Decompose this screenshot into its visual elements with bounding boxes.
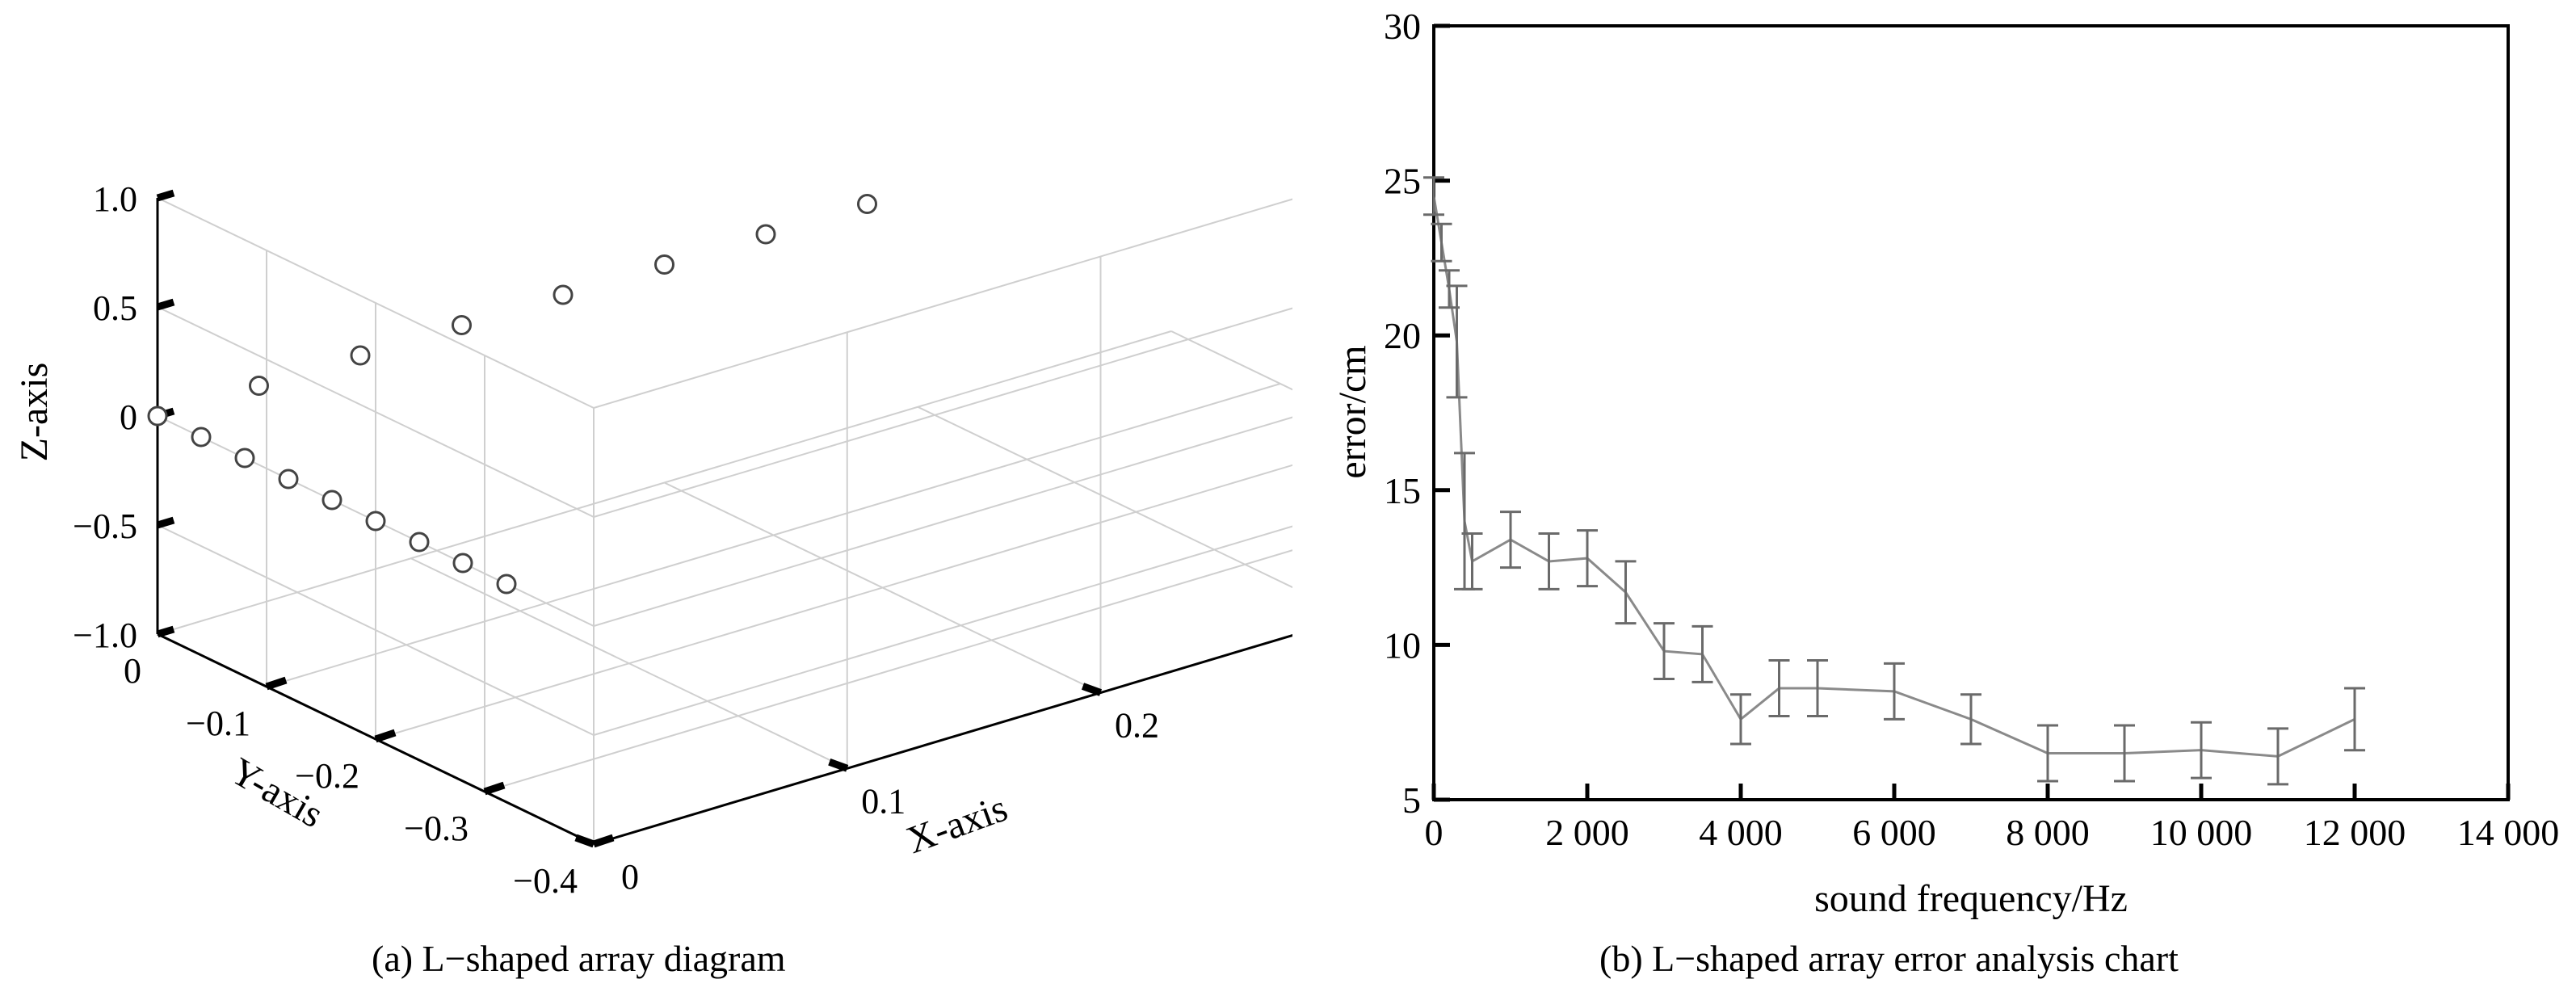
z-tick: [156, 189, 175, 202]
error-line-chart: 5 10 15 20 25 30 0 2 000 4 000 6 000 8 000 10 000 12…: [1331, 6, 2560, 920]
z-tick: [156, 516, 175, 529]
wall-grid-line: [593, 213, 1608, 518]
z-tick-label: 0: [120, 397, 137, 437]
array-point: [452, 315, 472, 335]
wall-grid-line: [593, 540, 1608, 845]
y-tick: [265, 676, 288, 691]
array-point: [755, 224, 776, 245]
array-point: [409, 532, 430, 553]
array-point: [321, 490, 342, 511]
array-point: [147, 406, 168, 427]
floor-grid-line: [1170, 330, 1608, 542]
x-tick: [828, 759, 849, 772]
x-tick-label: 0: [1425, 812, 1443, 853]
array-point: [278, 469, 299, 490]
x-tick-label: 4 000: [1699, 812, 1783, 853]
wall-grid-line: [593, 104, 1608, 409]
z-tick-label: −0.5: [73, 506, 137, 546]
x-axis-title: sound frequency/Hz: [1814, 877, 2128, 920]
y-axis-title: error/cm: [1331, 345, 1374, 478]
y-tick-label: 25: [1384, 161, 1421, 202]
array-3d-plot: −1.0 −0.5 0 0.5 1.0 0 −0.1 −0.2 −0.3 −0.4 0 0.1 0.2 0…: [13, 104, 1666, 901]
error-series-line: [1432, 195, 2355, 758]
array-point: [350, 345, 371, 366]
x-tick-label: 6 000: [1852, 812, 1936, 853]
array-point: [365, 511, 386, 532]
array-point: [452, 553, 473, 574]
x-tick-label: 0.1: [861, 781, 906, 821]
z-tick-label: 0.5: [93, 288, 137, 328]
z-tick-label: 1.0: [93, 179, 137, 219]
x-tick-label: 2 000: [1545, 812, 1629, 853]
caption-a: (a) L−shaped array diagram: [372, 938, 786, 979]
z-tick: [156, 298, 175, 311]
y-tick-label: 30: [1384, 6, 1421, 47]
array-point: [553, 284, 574, 305]
floor-grid-line: [484, 488, 1499, 792]
x-axis-title: X-axis: [901, 787, 1013, 863]
y-tick-label: −0.2: [295, 756, 359, 796]
floor-grid-line: [593, 540, 1608, 845]
wall-grid-line: [593, 322, 1608, 627]
y-tick: [483, 781, 506, 796]
z-tick: [156, 625, 175, 638]
floor-grid-line: [266, 383, 1281, 687]
wall-grid-line: [157, 197, 595, 409]
x-tick-label: 0: [621, 857, 639, 897]
array-point: [857, 194, 877, 214]
plot-frame: [1432, 24, 2510, 801]
y-tick-label: 5: [1402, 780, 1421, 821]
array-point: [654, 254, 674, 275]
x-axis-line: [593, 540, 1608, 846]
x-tick-label: 10 000: [2150, 812, 2253, 853]
z-tick-label: −1.0: [73, 616, 137, 655]
y-tick-label: −0.4: [513, 861, 578, 901]
array-point: [249, 376, 269, 396]
x-tick-label: 0.2: [1115, 706, 1159, 746]
y-tick-label: −0.3: [404, 809, 469, 848]
y-tick-label: 10: [1384, 624, 1421, 666]
panel-b-error-chart: 5 10 15 20 25 30 0 2 000 4 000 6 000 8 000 10 000 12…: [1292, 0, 2576, 996]
caption-b: (b) L−shaped array error analysis chart: [1599, 938, 2179, 979]
y-tick: [374, 729, 397, 743]
panel-a-3d-array-diagram: −1.0 −0.5 0 0.5 1.0 0 −0.1 −0.2 −0.3 −0.4 0 0.1 0.2 0…: [13, 104, 1666, 979]
x-tick-label: 14 000: [2457, 812, 2560, 853]
x-tick: [1081, 683, 1103, 696]
y-tick-label: 20: [1384, 315, 1421, 356]
floor-grid-line: [157, 330, 1172, 635]
array-point: [191, 427, 212, 448]
array-point: [496, 574, 517, 595]
z-axis-title: Z-axis: [13, 363, 56, 462]
array-point: [234, 448, 255, 469]
wall-grid-line: [157, 524, 595, 736]
y-tick-label: 15: [1384, 470, 1421, 511]
wall-grid-line: [593, 431, 1608, 736]
floor-grid-line: [375, 435, 1390, 740]
y-tick-label: −0.1: [186, 704, 250, 743]
x-tick-label: 8 000: [2006, 812, 2090, 853]
x-tick: [574, 834, 595, 848]
x-tick-label: 12 000: [2304, 812, 2406, 853]
wall-grid-line: [157, 306, 595, 518]
y-tick-label: 0: [124, 651, 141, 691]
y-tick: [592, 834, 615, 848]
